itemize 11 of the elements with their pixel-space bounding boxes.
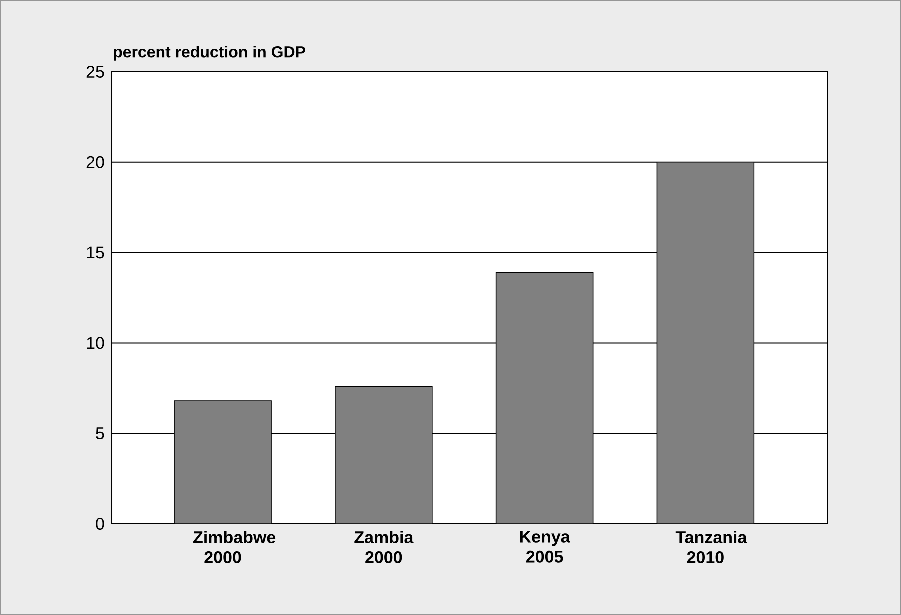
- x-tick-label: Zambia 2000: [354, 531, 414, 564]
- y-axis-title: percent reduction in GDP: [114, 46, 306, 61]
- x-tick-label: Tanzania 2010: [676, 531, 748, 564]
- x-tick-label: Kenya 2005: [520, 531, 570, 563]
- y-tick-label: 5: [96, 428, 104, 440]
- y-tick-label: 20: [86, 156, 104, 168]
- x-tick-label: Zimbabwe 2000: [194, 531, 276, 564]
- y-tick-label: 0: [96, 518, 104, 530]
- y-tick-label: 10: [87, 337, 104, 350]
- y-tick-label: 15: [87, 246, 104, 259]
- y-tick-label: 25: [86, 66, 104, 78]
